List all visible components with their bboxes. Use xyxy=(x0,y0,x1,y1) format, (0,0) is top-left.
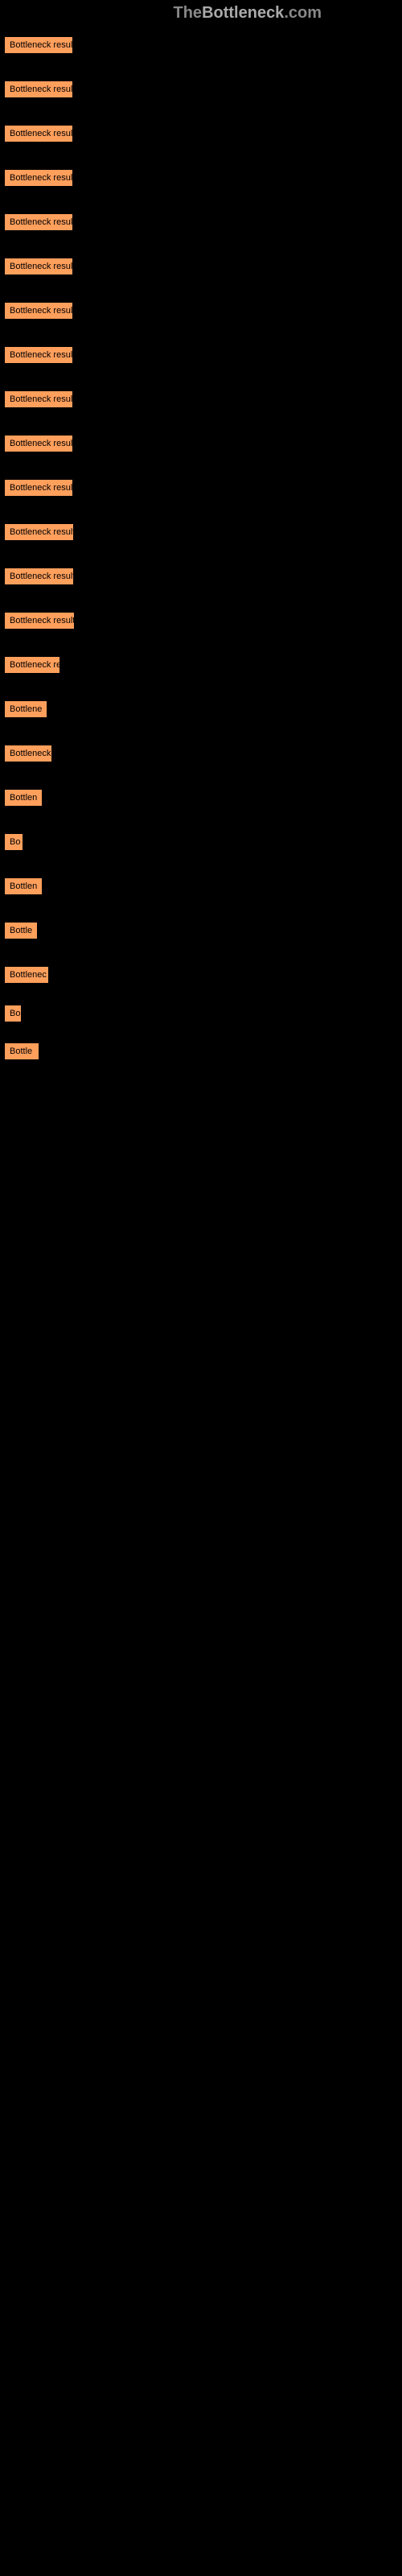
bottleneck-result-item[interactable]: Bottleneck result xyxy=(4,169,73,187)
bottleneck-result-item[interactable]: Bottle xyxy=(4,922,38,939)
bottleneck-result-item[interactable]: Bottleneck result xyxy=(4,523,74,541)
bottleneck-result-item[interactable]: Bottlen xyxy=(4,789,43,807)
bottleneck-result-item[interactable]: Bottlenec xyxy=(4,966,49,984)
bottleneck-result-item[interactable]: Bottleneck result xyxy=(4,36,73,54)
bottleneck-result-item[interactable]: Bottleneck result xyxy=(4,435,73,452)
bottleneck-result-item[interactable]: Bottleneck result xyxy=(4,258,73,275)
logo-the: The xyxy=(174,4,203,22)
bottleneck-result-item[interactable]: Bottleneck result xyxy=(4,390,73,408)
bottleneck-result-item[interactable]: Bo xyxy=(4,833,23,851)
bottleneck-result-item[interactable]: Bottle xyxy=(4,1042,39,1060)
bottleneck-result-item[interactable]: Bottleneck result xyxy=(4,302,73,320)
bottleneck-result-item[interactable]: Bottlene xyxy=(4,700,47,718)
bottleneck-result-item[interactable]: Bottleneck result xyxy=(4,125,73,142)
bottleneck-result-item[interactable]: Bottleneck result xyxy=(4,213,73,231)
bottleneck-result-item[interactable]: Bottleneck result xyxy=(4,80,73,98)
logo: TheBottleneck.com xyxy=(174,4,322,23)
bottleneck-result-item[interactable]: Bottlen xyxy=(4,877,43,895)
logo-com: .com xyxy=(284,4,322,22)
logo-bottleneck: Bottleneck xyxy=(202,4,284,22)
bottleneck-result-item[interactable]: Bo xyxy=(4,1005,22,1022)
bottleneck-result-item[interactable]: Bottleneck result xyxy=(4,346,73,364)
bottleneck-result-item[interactable]: Bottleneck re xyxy=(4,656,60,674)
bottleneck-result-item[interactable]: Bottleneck result xyxy=(4,479,73,497)
bottleneck-result-item[interactable]: Bottleneck xyxy=(4,745,52,762)
bottleneck-result-item[interactable]: Bottleneck result xyxy=(4,568,74,585)
bottleneck-result-item[interactable]: Bottleneck result xyxy=(4,612,75,630)
